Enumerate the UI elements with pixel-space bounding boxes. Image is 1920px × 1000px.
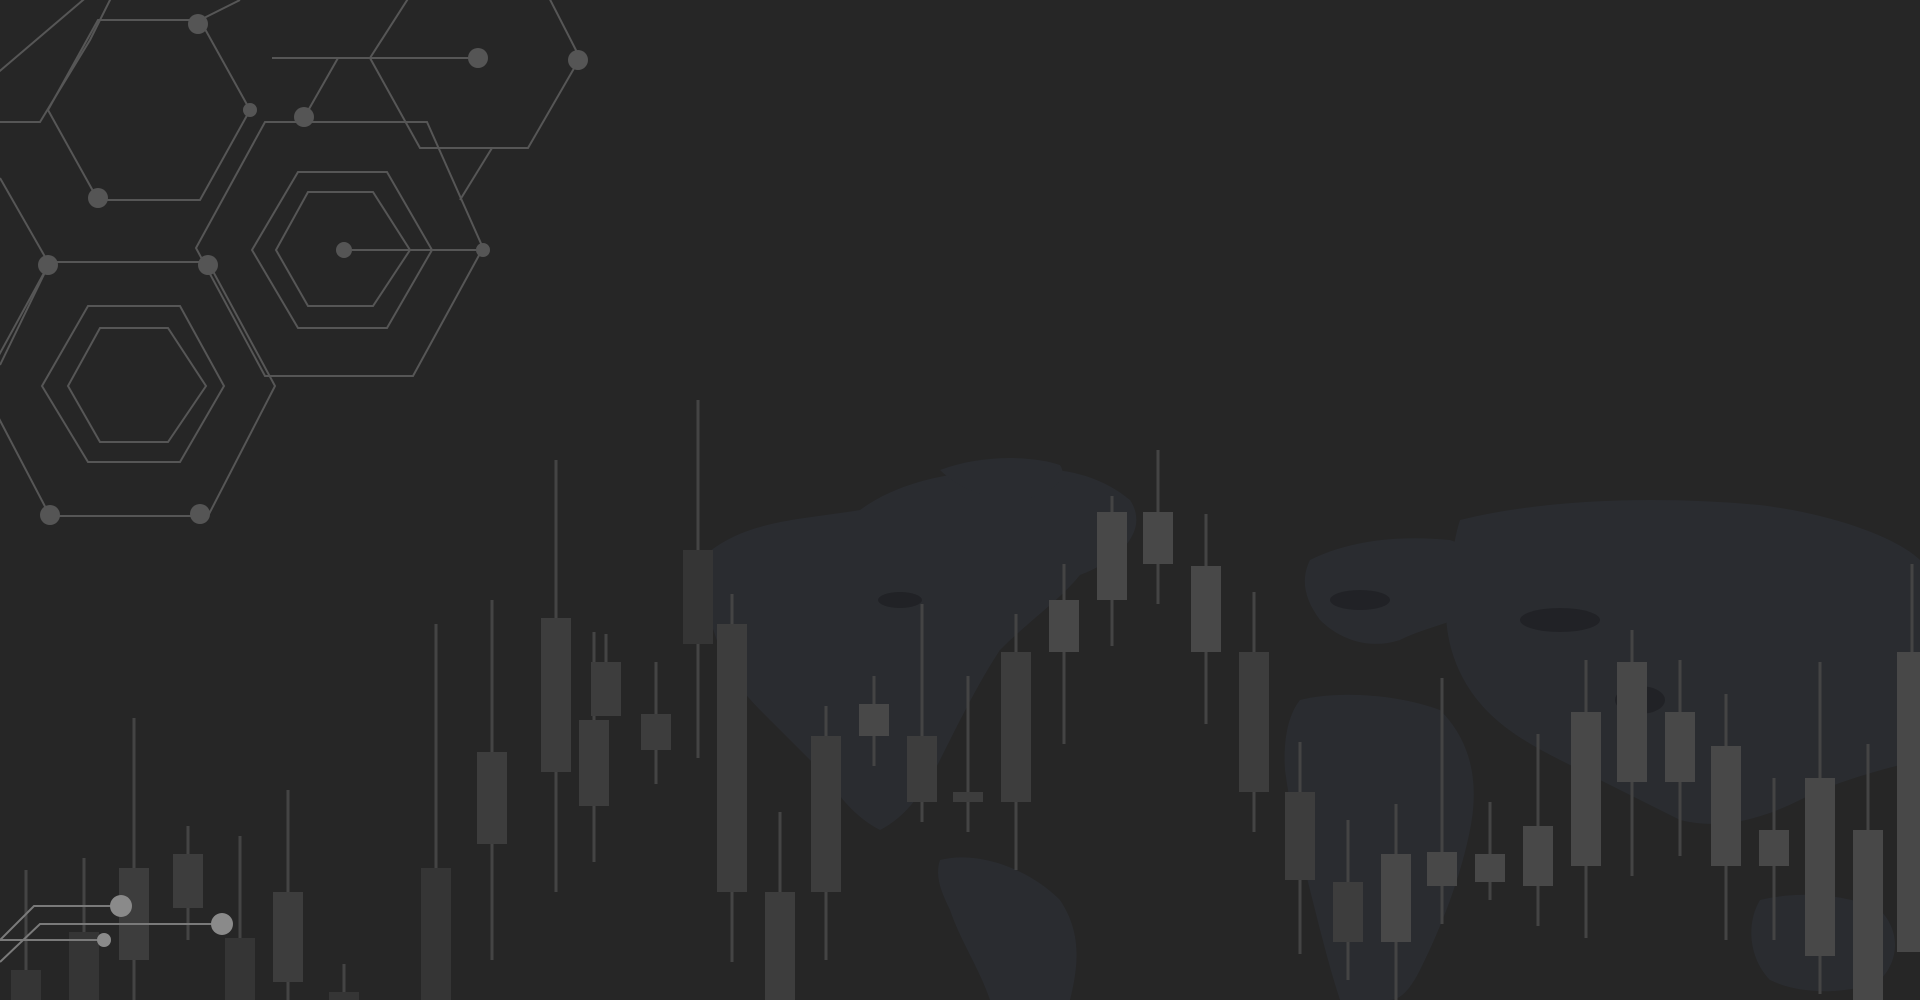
candle-body	[1617, 662, 1647, 782]
candle-body	[1523, 826, 1553, 886]
candle-body	[225, 938, 255, 1000]
candle-body	[329, 992, 359, 1000]
candle-body	[273, 892, 303, 982]
hexagon-node	[38, 255, 58, 275]
hexagon-node	[568, 50, 588, 70]
circuit-node	[97, 933, 111, 947]
candle-body	[765, 892, 795, 1000]
candle-body	[1853, 830, 1883, 1000]
candle-body	[859, 704, 889, 736]
hexagon-connector	[304, 57, 339, 117]
hexagon-connector	[199, 0, 241, 21]
candle-body	[1381, 854, 1411, 942]
circuit-node	[110, 895, 132, 917]
candle-body	[11, 970, 41, 1000]
candle-body	[1475, 854, 1505, 882]
candle-body	[1049, 600, 1079, 652]
candle-body	[1239, 652, 1269, 792]
hexagon-outline	[250, 171, 434, 329]
candle-body	[579, 720, 609, 806]
hexagon-outline	[66, 327, 208, 443]
circuit-line	[0, 923, 220, 963]
candle-body	[811, 736, 841, 892]
hexagon-connector	[0, 177, 49, 263]
candle-body	[907, 736, 937, 802]
candle-body	[173, 854, 203, 908]
candle-body	[1427, 852, 1457, 886]
candle-body	[591, 662, 621, 716]
candle-body	[1285, 792, 1315, 880]
candle-body	[1665, 712, 1695, 782]
candle-body	[683, 550, 713, 644]
candle-body	[717, 624, 747, 892]
map-lake	[878, 592, 922, 608]
candle-body	[1571, 712, 1601, 866]
hexagon-node	[40, 505, 60, 525]
hexagon-node	[243, 103, 257, 117]
map-continent-europe	[1304, 538, 1493, 644]
candle-body	[1711, 746, 1741, 866]
map-continent-africa	[1284, 694, 1474, 1000]
hexagon-outline	[194, 121, 485, 377]
candle-body	[69, 932, 99, 1000]
candle-body	[541, 618, 571, 772]
candle-body	[477, 752, 507, 844]
hexagon-outline	[40, 305, 226, 463]
map-continent-north-america	[700, 468, 1137, 830]
map-greenland	[940, 458, 1063, 500]
candle-body	[1805, 778, 1835, 956]
hexagon-node	[190, 504, 210, 524]
hexagon-node	[294, 107, 314, 127]
hexagon-node	[198, 255, 218, 275]
candle-body	[953, 792, 983, 802]
hexagon-node	[476, 243, 490, 257]
circuit-line	[0, 905, 120, 941]
hexagon-node	[468, 48, 488, 68]
candle-body	[1097, 512, 1127, 600]
candle-body	[641, 714, 671, 750]
circuit-node	[211, 913, 233, 935]
candle-body	[1143, 512, 1173, 564]
candle-body	[1759, 830, 1789, 866]
map-continent-south-america	[938, 857, 1077, 1000]
hexagon-node	[336, 242, 352, 258]
hexagon-node	[188, 14, 208, 34]
hexagon-connector	[0, 261, 51, 366]
map-lake	[1520, 608, 1600, 632]
map-lake	[1330, 590, 1390, 610]
candle-body	[1001, 652, 1031, 802]
hexagon-node	[88, 188, 108, 208]
candle-body	[1897, 652, 1920, 952]
hexagon-connector	[459, 147, 493, 201]
candle-body	[1191, 566, 1221, 652]
candle-body	[421, 868, 451, 1000]
map-continent-asia	[1446, 500, 1920, 824]
hexagon-outline	[274, 191, 412, 307]
candle-body	[1333, 882, 1363, 942]
